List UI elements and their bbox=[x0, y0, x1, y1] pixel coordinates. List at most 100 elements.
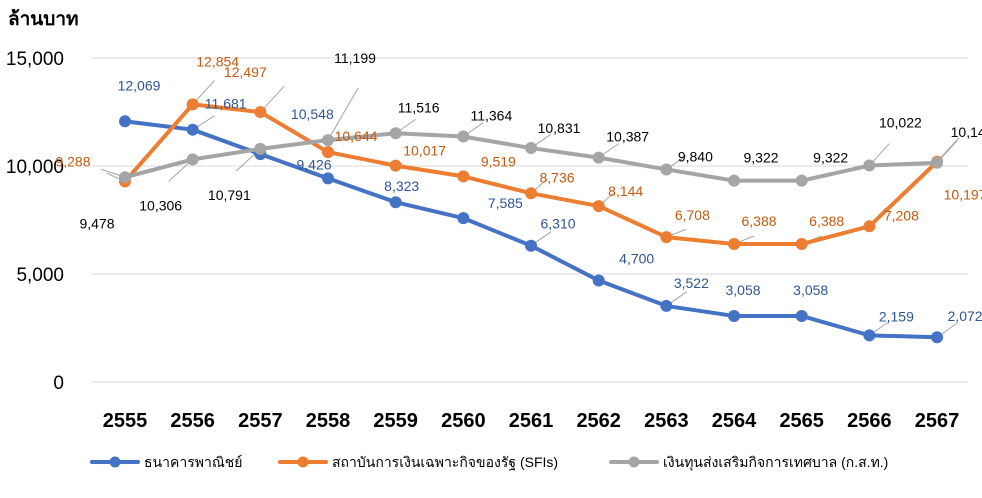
legend-marker bbox=[297, 456, 309, 468]
data-label: 9,478 bbox=[79, 215, 114, 231]
data-point bbox=[119, 115, 131, 128]
x-tick-label: 2564 bbox=[712, 410, 757, 432]
data-label: 11,516 bbox=[398, 99, 440, 115]
data-label: 3,058 bbox=[793, 282, 828, 298]
data-point bbox=[795, 309, 808, 322]
leader-line bbox=[327, 87, 359, 141]
data-label: 8,323 bbox=[384, 178, 419, 194]
data-label: 11,364 bbox=[470, 108, 512, 124]
data-point bbox=[186, 153, 199, 166]
x-tick-label: 2559 bbox=[373, 410, 418, 432]
legend-marker bbox=[109, 456, 121, 468]
data-label: 10,644 bbox=[335, 128, 378, 144]
data-point bbox=[795, 174, 808, 187]
data-point bbox=[457, 130, 470, 143]
series-lines bbox=[119, 98, 944, 344]
data-point bbox=[186, 98, 199, 111]
data-label: 9,519 bbox=[481, 153, 516, 169]
x-tick-label: 2567 bbox=[915, 410, 960, 432]
data-point bbox=[931, 331, 944, 344]
data-point bbox=[728, 174, 741, 187]
data-label: 10,791 bbox=[208, 187, 251, 203]
gridlines bbox=[92, 57, 968, 383]
data-point bbox=[322, 172, 335, 185]
data-label: 12,069 bbox=[118, 77, 161, 93]
data-point bbox=[660, 299, 673, 312]
data-point bbox=[389, 127, 402, 140]
data-point bbox=[728, 309, 741, 322]
x-tick-label: 2557 bbox=[238, 410, 283, 432]
x-tick-label: 2556 bbox=[170, 410, 215, 432]
data-point bbox=[322, 146, 335, 159]
data-label: 3,058 bbox=[726, 282, 761, 298]
data-label: 8,144 bbox=[608, 183, 643, 199]
data-label: 12,854 bbox=[196, 53, 239, 69]
x-tick-label: 2562 bbox=[576, 410, 621, 432]
x-tick-label: 2561 bbox=[509, 410, 554, 432]
y-tick-label: 10,000 bbox=[6, 157, 64, 178]
data-label: 2,072 bbox=[948, 308, 982, 324]
data-point bbox=[863, 329, 876, 342]
data-point bbox=[931, 156, 944, 169]
data-point bbox=[457, 170, 470, 183]
data-point bbox=[254, 142, 267, 155]
label-leader-lines bbox=[100, 80, 960, 338]
data-point bbox=[863, 159, 876, 172]
legend-label: สถาบันการเงินเฉพาะกิจของรัฐ (SFIs) bbox=[332, 454, 558, 471]
data-label: 4,700 bbox=[619, 250, 654, 266]
unit-label: ล้านบาท bbox=[8, 8, 79, 30]
data-label: 7,585 bbox=[488, 195, 523, 211]
x-tick-label: 2560 bbox=[441, 410, 486, 432]
data-label: 7,208 bbox=[884, 207, 919, 223]
data-label: 10,548 bbox=[291, 106, 334, 122]
data-label: 10,831 bbox=[538, 120, 581, 136]
data-label: 6,708 bbox=[675, 207, 710, 223]
data-label: 6,388 bbox=[742, 213, 777, 229]
data-label: 3,522 bbox=[674, 275, 709, 291]
x-tick-label: 2566 bbox=[847, 410, 892, 432]
data-point bbox=[254, 106, 267, 119]
data-label: 12,497 bbox=[224, 64, 267, 80]
legend: ธนาคารพาณิชย์ สถาบันการเงินเฉพาะกิจของรัฐ… bbox=[90, 454, 888, 471]
data-label: 11,199 bbox=[334, 50, 376, 66]
data-point bbox=[592, 200, 605, 213]
data-label: 10,149 bbox=[951, 124, 982, 140]
data-point bbox=[795, 238, 808, 251]
data-point bbox=[525, 239, 538, 252]
data-label: 9,426 bbox=[296, 156, 331, 172]
data-label: 9,288 bbox=[55, 153, 90, 169]
data-point bbox=[457, 212, 470, 225]
x-axis-ticks: 2555 2556 2557 2558 2559 2560 2561 2562 2563 2564… bbox=[103, 410, 960, 432]
data-label: 2,159 bbox=[879, 308, 914, 324]
y-tick-label: 15,000 bbox=[6, 49, 64, 70]
legend-label: เงินทุนส่งเสริมกิจการเทศบาล (ก.ส.ท.) bbox=[663, 454, 888, 471]
y-tick-label: 5,000 bbox=[16, 265, 64, 286]
x-tick-label: 2563 bbox=[644, 410, 689, 432]
data-point bbox=[186, 123, 199, 136]
data-label: 6,310 bbox=[540, 216, 575, 232]
data-label: 10,197 bbox=[944, 187, 982, 203]
legend-marker bbox=[628, 456, 640, 468]
data-point bbox=[660, 231, 673, 244]
data-point bbox=[660, 163, 673, 176]
data-label: 9,322 bbox=[744, 150, 779, 166]
data-label: 6,388 bbox=[809, 213, 844, 229]
data-point bbox=[389, 159, 402, 172]
legend-label: ธนาคารพาณิชย์ bbox=[144, 454, 243, 470]
data-point bbox=[119, 171, 131, 184]
data-point bbox=[525, 142, 538, 155]
data-point bbox=[728, 238, 741, 251]
data-label: 10,306 bbox=[139, 197, 182, 213]
data-label: 10,387 bbox=[606, 129, 649, 145]
x-tick-label: 2558 bbox=[306, 410, 351, 432]
data-label: 11,681 bbox=[205, 96, 247, 112]
y-tick-label: 0 bbox=[53, 373, 64, 394]
data-point bbox=[322, 134, 335, 147]
x-tick-label: 2555 bbox=[103, 410, 148, 432]
x-tick-label: 2565 bbox=[779, 410, 824, 432]
y-axis-ticks: 0 5,000 10,000 15,000 bbox=[6, 49, 64, 394]
data-point bbox=[389, 196, 402, 209]
data-point bbox=[863, 220, 876, 233]
data-label: 10,022 bbox=[879, 115, 922, 131]
